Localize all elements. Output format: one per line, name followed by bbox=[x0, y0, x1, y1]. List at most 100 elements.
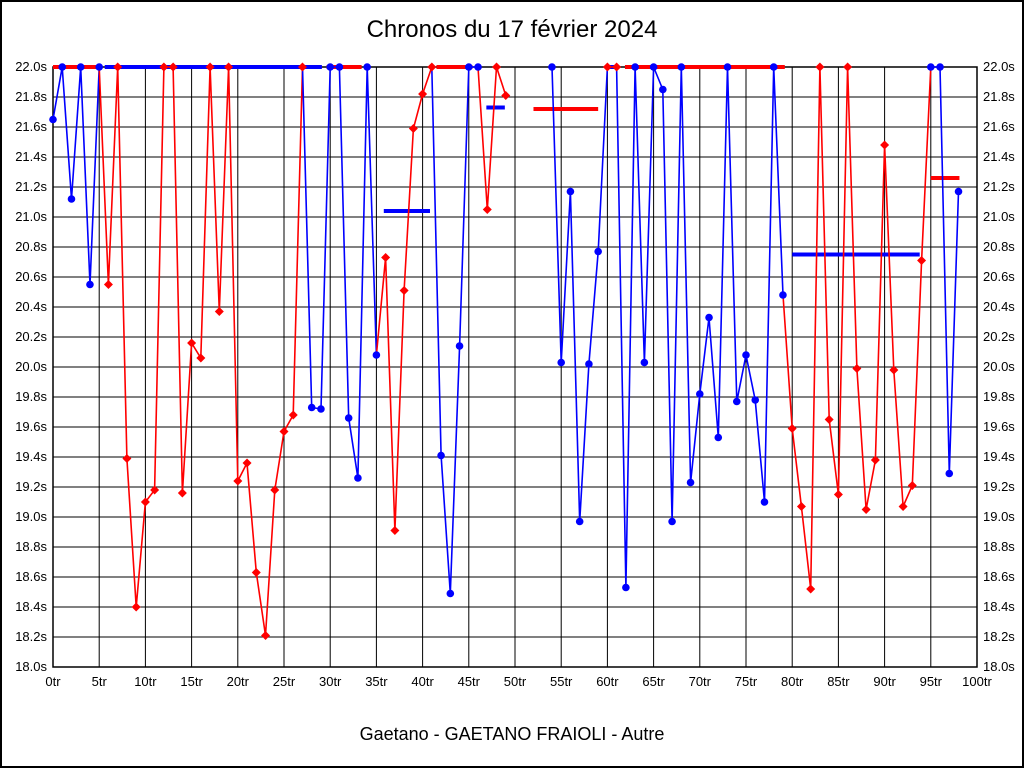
y-tick-label-left: 20.0s bbox=[15, 359, 47, 374]
lap-point-red bbox=[224, 62, 234, 72]
lap-point-red bbox=[612, 62, 622, 72]
lap-point-red bbox=[861, 505, 871, 514]
x-tick-label: 30tr bbox=[319, 674, 342, 689]
x-tick-label: 10tr bbox=[134, 674, 157, 689]
y-tick-label-left: 19.2s bbox=[15, 479, 47, 494]
y-tick-label-left: 18.6s bbox=[15, 569, 47, 584]
lap-point-red bbox=[843, 62, 853, 72]
y-tick-label-left: 21.8s bbox=[15, 89, 47, 104]
y-tick-label-left: 18.8s bbox=[15, 539, 47, 554]
lap-point-red bbox=[187, 338, 197, 348]
lap-point-blue bbox=[649, 63, 658, 71]
lap-point-blue bbox=[335, 63, 344, 71]
lap-point-blue bbox=[594, 247, 602, 256]
y-tick-label-right: 19.6s bbox=[983, 419, 1015, 434]
lap-point-red bbox=[399, 286, 409, 295]
stint-11-line bbox=[930, 66, 960, 474]
y-tick-label-right: 20.6s bbox=[983, 269, 1015, 284]
lap-point-blue bbox=[326, 63, 335, 71]
y-tick-label-left: 18.0s bbox=[15, 659, 47, 674]
y-tick-label-right: 18.0s bbox=[983, 659, 1015, 674]
y-tick-label-left: 20.4s bbox=[15, 299, 47, 314]
y-tick-label-left: 20.6s bbox=[15, 269, 47, 284]
lap-point-blue bbox=[76, 63, 85, 71]
lap-point-red bbox=[159, 62, 169, 72]
lap-point-red bbox=[907, 481, 917, 490]
lap-point-red bbox=[787, 424, 797, 433]
lap-point-red bbox=[261, 631, 271, 640]
x-tick-label: 40tr bbox=[411, 674, 434, 689]
stint-4-line bbox=[375, 66, 433, 531]
x-tick-label: 100tr bbox=[962, 674, 992, 689]
x-tick-label: 55tr bbox=[550, 674, 573, 689]
stint-5-line bbox=[431, 66, 478, 594]
lap-point-blue bbox=[446, 589, 455, 598]
stint-10-line bbox=[782, 66, 932, 590]
y-tick-label-left: 21.2s bbox=[15, 179, 47, 194]
lap-point-red bbox=[205, 62, 215, 72]
y-tick-label-left: 19.8s bbox=[15, 389, 47, 404]
y-tick-label-right: 21.0s bbox=[983, 209, 1015, 224]
lap-point-red bbox=[233, 476, 243, 486]
lap-point-blue bbox=[307, 403, 316, 412]
lap-point-red bbox=[815, 62, 825, 72]
lap-point-blue bbox=[317, 405, 325, 413]
lap-point-red bbox=[418, 89, 428, 99]
x-tick-label: 65tr bbox=[642, 674, 665, 689]
lap-point-blue bbox=[686, 478, 695, 487]
y-tick-label-right: 20.2s bbox=[983, 329, 1015, 344]
y-tick-label-right: 20.4s bbox=[983, 299, 1015, 314]
lap-point-red bbox=[917, 256, 927, 265]
lap-point-red bbox=[113, 62, 123, 72]
lap-point-red bbox=[501, 91, 511, 100]
lap-point-red bbox=[880, 140, 890, 150]
x-tick-label: 25tr bbox=[273, 674, 296, 689]
y-tick-label-left: 19.4s bbox=[15, 449, 47, 464]
x-tick-label: 75tr bbox=[735, 674, 758, 689]
lap-point-red bbox=[796, 502, 806, 511]
plot-frame bbox=[52, 66, 978, 668]
lap-point-red bbox=[150, 485, 160, 495]
x-tick-label: 90tr bbox=[873, 674, 896, 689]
lap-point-blue bbox=[585, 360, 593, 368]
lap-point-red bbox=[270, 485, 280, 495]
lap-point-red bbox=[806, 584, 816, 594]
lap-point-blue bbox=[640, 358, 649, 367]
lap-point-blue bbox=[631, 63, 639, 71]
lap-point-red bbox=[251, 568, 261, 577]
lap-point-red bbox=[482, 205, 492, 214]
y-tick-label-left: 21.6s bbox=[15, 119, 47, 134]
x-tick-label: 80tr bbox=[781, 674, 804, 689]
chart-title: Chronos du 17 février 2024 bbox=[366, 16, 658, 43]
y-tick-label-right: 21.8s bbox=[983, 89, 1015, 104]
lap-point-blue bbox=[696, 390, 704, 398]
lap-point-blue bbox=[575, 517, 584, 526]
lap-point-blue bbox=[437, 451, 445, 460]
lap-point-blue bbox=[954, 187, 963, 196]
y-tick-label-left: 22.0s bbox=[15, 59, 47, 74]
lap-point-red bbox=[214, 307, 224, 316]
lap-point-blue bbox=[677, 63, 686, 71]
lap-point-red bbox=[390, 526, 400, 535]
lap-point-blue bbox=[723, 63, 732, 71]
x-tick-label: 60tr bbox=[596, 674, 619, 689]
lap-point-blue bbox=[465, 63, 473, 71]
lap-point-red bbox=[196, 353, 206, 363]
lap-point-red bbox=[131, 602, 141, 612]
lap-point-blue bbox=[58, 63, 67, 71]
lap-point-red bbox=[103, 280, 113, 289]
x-tick-label: 85tr bbox=[827, 674, 850, 689]
lap-point-blue bbox=[95, 63, 103, 71]
lap-point-blue bbox=[354, 474, 362, 482]
y-tick-label-right: 19.8s bbox=[983, 389, 1015, 404]
lap-point-red bbox=[602, 62, 612, 72]
lap-point-blue bbox=[86, 280, 94, 289]
lap-point-blue bbox=[557, 358, 565, 367]
lap-point-red bbox=[140, 497, 150, 507]
lap-point-red bbox=[833, 490, 843, 499]
stint-6-line bbox=[477, 66, 507, 210]
x-tick-label: 45tr bbox=[458, 674, 481, 689]
lap-point-blue bbox=[363, 63, 371, 71]
x-tick-label: 0tr bbox=[45, 674, 61, 689]
lap-point-blue bbox=[779, 291, 787, 299]
